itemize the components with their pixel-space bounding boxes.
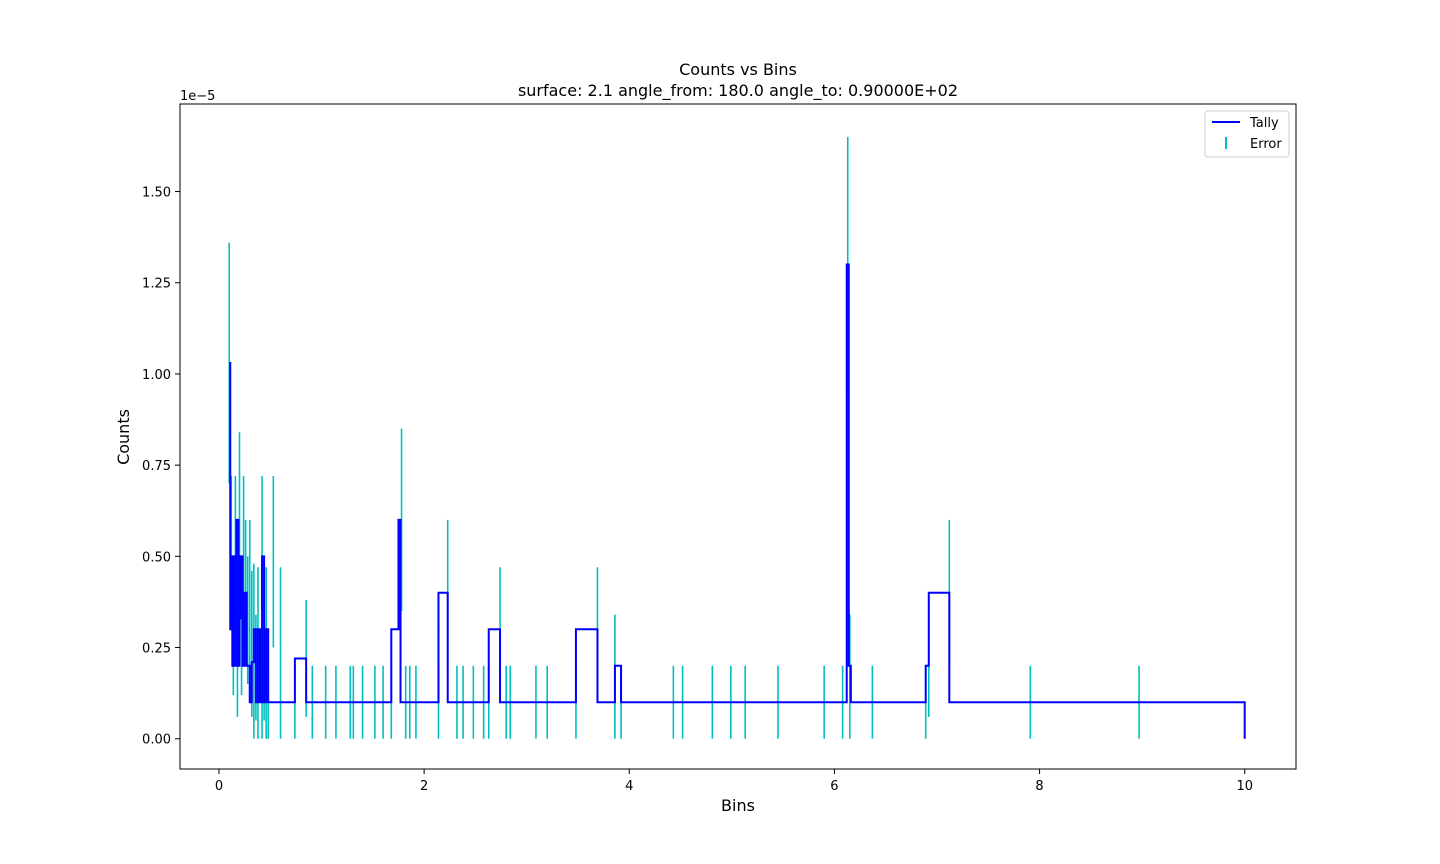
legend-error-label: Error	[1250, 137, 1282, 152]
legend-tally-label: Tally	[1249, 116, 1279, 131]
x-tick-label: 2	[420, 779, 428, 794]
legend: Tally Error	[1204, 110, 1290, 158]
y-tick-label: 1.50	[142, 186, 171, 201]
y-tick-label: 0.00	[142, 733, 171, 748]
y-tick-label: 1.25	[142, 277, 171, 292]
x-tick-label: 0	[215, 779, 223, 794]
chart-subtitle: surface: 2.1 angle_from: 180.0 angle_to:…	[518, 81, 958, 101]
y-tick-label: 1.00	[142, 368, 171, 383]
x-axis: 0 2 4 6 8 10	[215, 769, 1253, 794]
x-axis-label: Bins	[721, 796, 755, 815]
y-tick-label: 0.75	[142, 459, 171, 474]
plot-area	[228, 136, 1246, 739]
x-tick-label: 10	[1236, 779, 1253, 794]
y-tick-label: 0.50	[142, 550, 171, 565]
y-axis-label: Counts	[114, 409, 133, 465]
axes-frame	[179, 103, 1297, 770]
y-axis: 0.00 0.25 0.50 0.75 1.00 1.25 1.50	[142, 186, 180, 748]
x-tick-label: 4	[625, 779, 633, 794]
y-offset-label: 1e−5	[180, 89, 215, 104]
chart-title: Counts vs Bins	[679, 60, 797, 79]
x-tick-label: 6	[830, 779, 838, 794]
y-tick-label: 0.25	[142, 642, 171, 657]
x-tick-label: 8	[1035, 779, 1043, 794]
tally-line	[229, 263, 1246, 739]
